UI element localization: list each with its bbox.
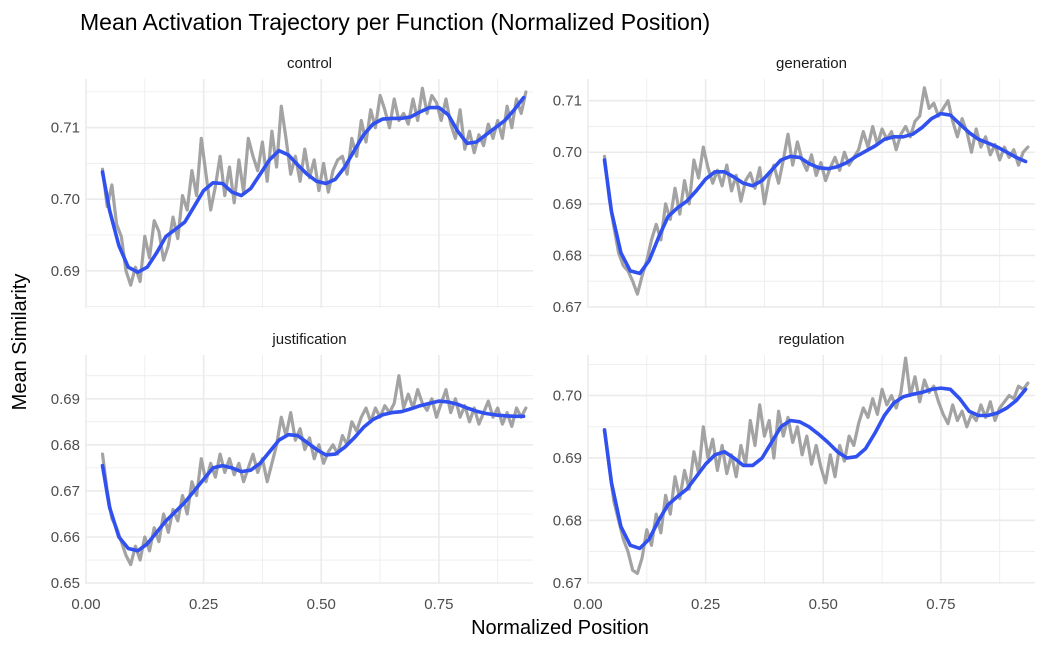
x-tick-label: 0.75 <box>926 596 955 613</box>
x-tick-label: 0.00 <box>71 596 100 613</box>
x-tick-label: 0.50 <box>809 596 838 613</box>
smoothed-series-line <box>100 399 526 553</box>
facet-panel-regulation: regulation 0.67 0.68 0.69 0.70 0.00 0.25 0.50 0.… <box>553 331 1035 613</box>
facet-strip-label: justification <box>271 331 346 348</box>
facet-strip-label: generation <box>776 55 847 72</box>
facet-panel-justification: justification 0.65 0.66 0.67 0.68 0.69 0.00 0.2… <box>51 331 533 613</box>
raw-series-line <box>100 86 528 287</box>
smoothed-series-line <box>602 111 1028 276</box>
y-tick-label: 0.69 <box>51 263 80 280</box>
y-tick-label: 0.69 <box>51 391 80 408</box>
facet-strip-label: control <box>287 55 332 72</box>
x-axis-label: Normalized Position <box>471 617 649 639</box>
y-tick-label: 0.68 <box>553 512 582 529</box>
x-tick-label: 0.25 <box>189 596 218 613</box>
y-tick-label: 0.71 <box>553 93 582 110</box>
y-tick-label: 0.70 <box>51 191 80 208</box>
y-tick-label: 0.68 <box>553 247 582 264</box>
facet-strip-label: regulation <box>779 331 845 348</box>
y-tick-label: 0.70 <box>553 144 582 161</box>
facet-panels: control 0.69 0.70 0.71 generation 0.67 0.68 0.6… <box>51 55 1035 613</box>
y-tick-label: 0.67 <box>553 575 582 592</box>
y-tick-label: 0.67 <box>553 299 582 316</box>
facet-panel-generation: generation 0.67 0.68 0.69 0.70 0.71 <box>553 55 1035 316</box>
y-axis-label: Mean Similarity <box>9 274 31 411</box>
x-tick-label: 0.50 <box>307 596 336 613</box>
raw-series-line <box>100 374 528 567</box>
raw-series-line <box>602 356 1030 575</box>
x-tick-label: 0.75 <box>424 596 453 613</box>
facet-panel-control: control 0.69 0.70 0.71 <box>51 55 533 308</box>
x-tick-label: 0.00 <box>573 596 602 613</box>
y-tick-label: 0.68 <box>51 437 80 454</box>
smoothed-series-line <box>100 95 526 274</box>
y-tick-label: 0.69 <box>553 450 582 467</box>
raw-series-line <box>602 86 1030 296</box>
smoothed-series-line <box>602 386 1028 551</box>
y-tick-label: 0.65 <box>51 575 80 592</box>
y-tick-label: 0.67 <box>51 483 80 500</box>
x-tick-label: 0.25 <box>691 596 720 613</box>
y-tick-label: 0.69 <box>553 196 582 213</box>
chart-title: Mean Activation Trajectory per Function … <box>80 9 710 35</box>
y-tick-label: 0.66 <box>51 529 80 546</box>
y-tick-label: 0.71 <box>51 120 80 137</box>
y-tick-label: 0.70 <box>553 388 582 405</box>
